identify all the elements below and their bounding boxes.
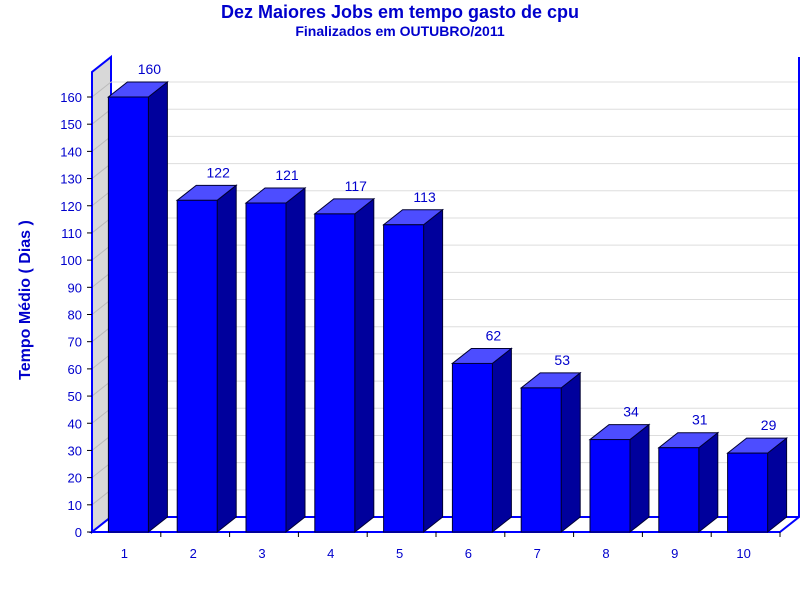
- y-tick-label: 40: [68, 416, 82, 431]
- data-label: 62: [486, 327, 502, 343]
- y-tick-label: 50: [68, 389, 82, 404]
- y-tick-label: 160: [60, 90, 82, 105]
- bar-side: [354, 197, 375, 534]
- bar: [658, 447, 700, 533]
- bar-side: [491, 347, 512, 534]
- y-tick-label: 70: [68, 335, 82, 350]
- data-label: 34: [623, 404, 639, 420]
- bar: [176, 199, 218, 533]
- wall-grid-line: [91, 407, 112, 424]
- bar: [383, 224, 425, 533]
- bar-side: [216, 184, 237, 534]
- x-tick-label: 5: [396, 546, 403, 561]
- bar: [314, 213, 356, 533]
- x-tick-label: 2: [190, 546, 197, 561]
- data-label: 117: [345, 178, 368, 194]
- wall-grid-line: [91, 299, 112, 315]
- y-tick-label: 80: [68, 308, 82, 323]
- bar: [520, 387, 562, 533]
- y-tick-label: 60: [68, 362, 82, 377]
- bar-side: [767, 437, 788, 534]
- x-tick-label: 1: [121, 546, 128, 561]
- y-tick-label: 90: [68, 280, 82, 295]
- wall-grid-line: [91, 108, 112, 125]
- wall-grid-line: [91, 135, 112, 152]
- wall-grid-line: [91, 81, 112, 98]
- chart-title: Dez Maiores Jobs em tempo gasto de cpu: [220, 2, 580, 22]
- wall-grid-line: [91, 271, 112, 288]
- y-tick-label: 150: [60, 117, 82, 132]
- y-tick-label: 100: [60, 253, 82, 268]
- bar: [589, 439, 631, 533]
- wall-grid-line: [91, 163, 112, 179]
- bar: [107, 96, 149, 533]
- x-tick-label: 4: [327, 546, 334, 561]
- x-tick-label: 8: [602, 546, 609, 561]
- y-tick-label: 130: [60, 172, 82, 187]
- x-tick-label: 3: [258, 546, 265, 561]
- x-tick-label: 9: [671, 546, 678, 561]
- bar: [451, 362, 493, 533]
- bar-side: [147, 80, 168, 534]
- bar-side: [285, 186, 306, 534]
- x-tick-label: 7: [534, 546, 541, 561]
- data-label: 122: [207, 164, 231, 180]
- data-label: 29: [761, 417, 777, 433]
- chart-subtitle: Finalizados em OUTUBRO/2011: [295, 23, 505, 39]
- y-tick-label: 0: [75, 525, 82, 540]
- bar-side: [629, 423, 650, 534]
- wall-grid-line: [91, 326, 112, 343]
- wall-grid-line: [91, 217, 112, 234]
- wall-grid-line: [91, 435, 112, 451]
- wall-grid-line: [91, 244, 112, 261]
- wall-grid-line: [91, 190, 112, 207]
- data-label: 31: [692, 412, 708, 428]
- wall-grid-line: [91, 462, 112, 479]
- bar: [727, 452, 769, 533]
- data-label: 160: [138, 61, 162, 77]
- y-tick-label: 30: [68, 443, 82, 458]
- wall-grid-line: [91, 489, 112, 506]
- data-label: 113: [413, 189, 436, 205]
- x-tick-label: 10: [736, 546, 750, 561]
- bar: [245, 202, 287, 533]
- bar-side: [698, 431, 719, 534]
- y-tick-label: 10: [68, 498, 82, 513]
- data-label: 121: [275, 167, 299, 183]
- y-tick-label: 120: [60, 199, 82, 214]
- y-tick-label: 110: [61, 226, 82, 241]
- wall-grid-line: [91, 380, 112, 397]
- wall-grid-line: [91, 353, 112, 370]
- bar-side: [423, 208, 444, 534]
- y-tick-label: 140: [60, 144, 82, 159]
- y-tick-label: 20: [68, 471, 82, 486]
- bar-side: [560, 371, 581, 534]
- data-label: 53: [554, 352, 570, 368]
- x-tick-label: 6: [465, 546, 472, 561]
